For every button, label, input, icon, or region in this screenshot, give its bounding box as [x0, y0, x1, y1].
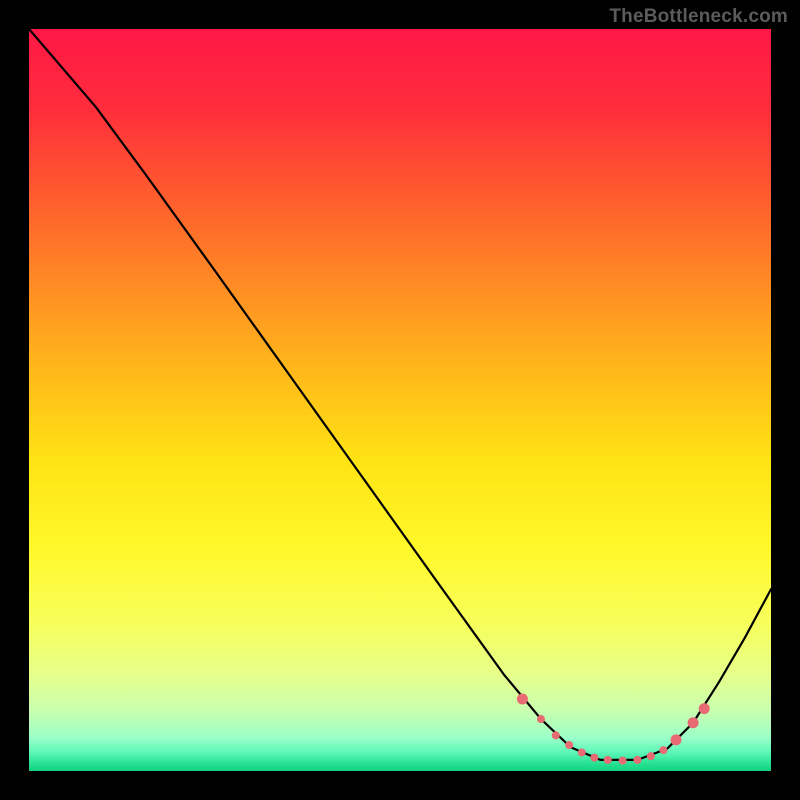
watermark-text: TheBottleneck.com	[609, 6, 788, 28]
curve-marker	[633, 756, 641, 764]
curve-marker	[659, 746, 667, 754]
curve-marker	[699, 703, 710, 714]
curve-marker	[647, 752, 655, 760]
curve-marker	[590, 754, 598, 762]
curve-marker	[578, 748, 586, 756]
curve-marker	[552, 731, 560, 739]
curve-marker	[517, 694, 528, 705]
curve-marker	[604, 756, 612, 764]
bottleneck-curve	[29, 29, 771, 760]
curve-marker	[537, 715, 545, 723]
curve-layer	[29, 29, 771, 771]
curve-marker	[688, 717, 699, 728]
curve-marker	[671, 734, 682, 745]
plot-area	[29, 29, 771, 771]
curve-marker	[565, 741, 573, 749]
curve-marker	[619, 757, 627, 765]
curve-markers	[517, 694, 710, 765]
